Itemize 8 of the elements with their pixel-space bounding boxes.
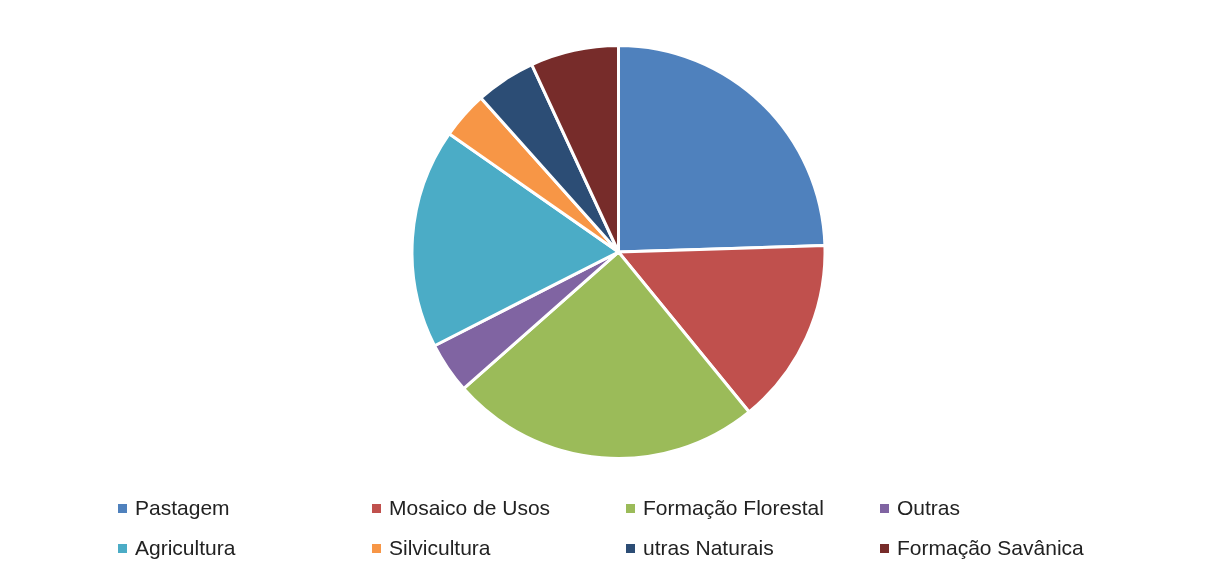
legend-label: Formação Florestal [643,496,824,520]
legend-label: Outras [897,496,961,520]
legend-label: Formação Savânica [897,536,1084,560]
legend-label: Pastagem [135,496,230,520]
legend-label: Silvicultura [389,536,491,560]
legend-label: utras Naturais [643,536,774,560]
legend-label: Mosaico de Usos [389,496,551,520]
legend-label: Agricultura [135,536,236,560]
